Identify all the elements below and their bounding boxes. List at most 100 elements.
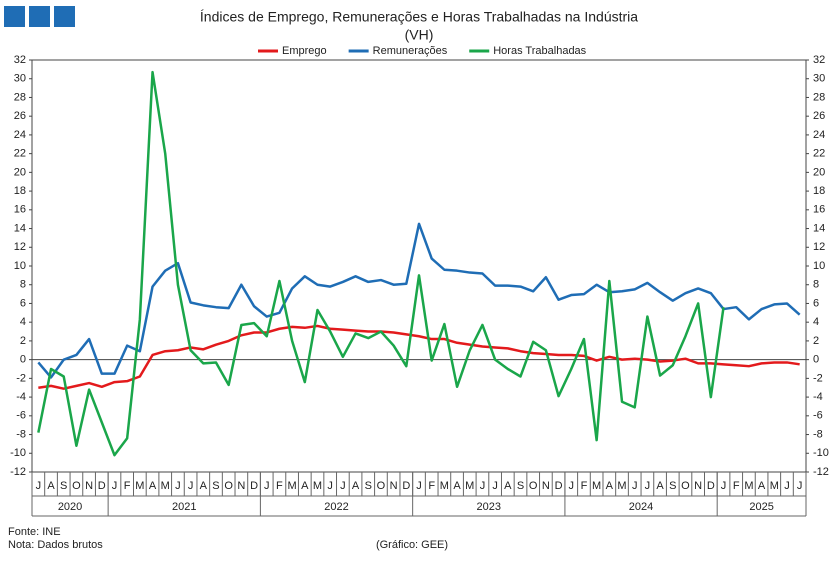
x-tick-label: J — [264, 480, 270, 492]
year-label: 2020 — [58, 501, 82, 513]
x-tick-label: S — [669, 480, 676, 492]
x-tick-label: N — [694, 480, 702, 492]
y-tick-label: 8 — [20, 279, 26, 291]
x-tick-label: J — [569, 480, 575, 492]
x-tick-label: A — [656, 480, 664, 492]
x-tick-label: A — [758, 480, 766, 492]
x-tick-label: A — [149, 480, 157, 492]
x-tick-label: J — [175, 480, 181, 492]
source: Fonte: INE — [8, 526, 61, 538]
x-tick-label: J — [492, 480, 498, 492]
x-tick-label: S — [60, 480, 67, 492]
x-tick-label: O — [224, 480, 233, 492]
note: Nota: Dados brutos — [8, 539, 103, 551]
year-label: 2022 — [324, 501, 348, 513]
y2-tick-label: 14 — [813, 222, 825, 234]
y-tick-label: 24 — [14, 129, 26, 141]
x-tick-label: O — [529, 480, 538, 492]
y-tick-label: -4 — [16, 391, 26, 403]
legend-label: Emprego — [282, 45, 327, 57]
series-line — [37, 70, 725, 457]
y2-tick-label: 20 — [813, 166, 825, 178]
x-tick-label: J — [416, 480, 422, 492]
y-tick-label: 10 — [14, 260, 26, 272]
x-tick-label: A — [606, 480, 614, 492]
y-tick-label: 12 — [14, 241, 26, 253]
x-tick-label: S — [517, 480, 524, 492]
y-tick-label: -8 — [16, 428, 26, 440]
x-tick-label: M — [161, 480, 170, 492]
year-label: 2025 — [749, 501, 773, 513]
y-tick-label: -2 — [16, 372, 26, 384]
x-tick-label: M — [135, 480, 144, 492]
x-tick-label: J — [480, 480, 486, 492]
y-tick-label: -12 — [10, 466, 26, 478]
x-tick-label: N — [237, 480, 245, 492]
y-tick-label: 14 — [14, 222, 26, 234]
x-tick-label: F — [428, 480, 435, 492]
x-tick-label: D — [250, 480, 258, 492]
y-tick-label: -10 — [10, 447, 26, 459]
y-tick-label: 22 — [14, 148, 26, 160]
y-tick-label: 6 — [20, 297, 26, 309]
plot-frame — [31, 59, 807, 473]
y2-tick-label: 26 — [813, 110, 825, 122]
x-tick-label: M — [617, 480, 626, 492]
x-tick-label: S — [212, 480, 219, 492]
x-tick-label: F — [124, 480, 131, 492]
y2-tick-label: 22 — [813, 148, 825, 160]
y-tick-label: 32 — [14, 54, 26, 66]
x-tick-label: O — [681, 480, 690, 492]
y2-tick-label: -8 — [813, 428, 823, 440]
x-tick-label: N — [542, 480, 550, 492]
year-label: 2021 — [172, 501, 196, 513]
x-tick-label: D — [402, 480, 410, 492]
x-tick-label: O — [377, 480, 386, 492]
x-tick-label: N — [85, 480, 93, 492]
series-line — [37, 222, 801, 379]
y2-tick-label: 18 — [813, 185, 825, 197]
y-tick-label: 2 — [20, 335, 26, 347]
x-tick-label: A — [200, 480, 208, 492]
x-tick-label: J — [340, 480, 346, 492]
y2-tick-label: 6 — [813, 297, 819, 309]
x-tick-label: J — [632, 480, 638, 492]
y2-tick-label: 2 — [813, 335, 819, 347]
chart-subtitle: (VH) — [405, 27, 434, 43]
x-tick-label: J — [797, 480, 803, 492]
legend-label: Remunerações — [373, 45, 448, 57]
x-tick-label: M — [744, 480, 753, 492]
x-tick-label: S — [365, 480, 372, 492]
logo-block — [54, 6, 75, 27]
x-tick-label: F — [276, 480, 283, 492]
y-tick-label: 20 — [14, 166, 26, 178]
x-tick-label: J — [721, 480, 727, 492]
y2-tick-label: 8 — [813, 279, 819, 291]
y-tick-label: 0 — [20, 354, 26, 366]
y-tick-label: 4 — [20, 316, 26, 328]
x-tick-label: J — [188, 480, 194, 492]
y2-tick-label: -2 — [813, 372, 823, 384]
y2-tick-label: 4 — [813, 316, 819, 328]
x-tick-label: O — [72, 480, 81, 492]
x-tick-label: A — [453, 480, 461, 492]
x-tick-label: J — [645, 480, 651, 492]
y-tick-label: -6 — [16, 410, 26, 422]
chart-title: Índices de Emprego, Remunerações e Horas… — [200, 9, 638, 25]
x-tick-label: M — [770, 480, 779, 492]
y2-tick-label: 16 — [813, 204, 825, 216]
y2-tick-label: 28 — [813, 91, 825, 103]
series-line — [38, 324, 800, 390]
x-tick-label: J — [36, 480, 42, 492]
x-tick-label: J — [784, 480, 790, 492]
x-tick-label: D — [707, 480, 715, 492]
y2-tick-label: 10 — [813, 260, 825, 272]
logo-block — [4, 6, 25, 27]
y2-tick-label: -6 — [813, 410, 823, 422]
year-label: 2023 — [477, 501, 501, 513]
x-tick-label: J — [327, 480, 333, 492]
x-tick-label: M — [313, 480, 322, 492]
x-tick-label: J — [112, 480, 118, 492]
